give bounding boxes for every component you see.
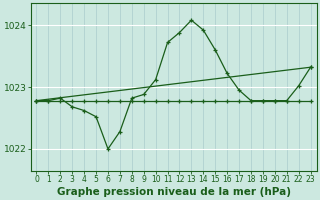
X-axis label: Graphe pression niveau de la mer (hPa): Graphe pression niveau de la mer (hPa) bbox=[57, 187, 291, 197]
